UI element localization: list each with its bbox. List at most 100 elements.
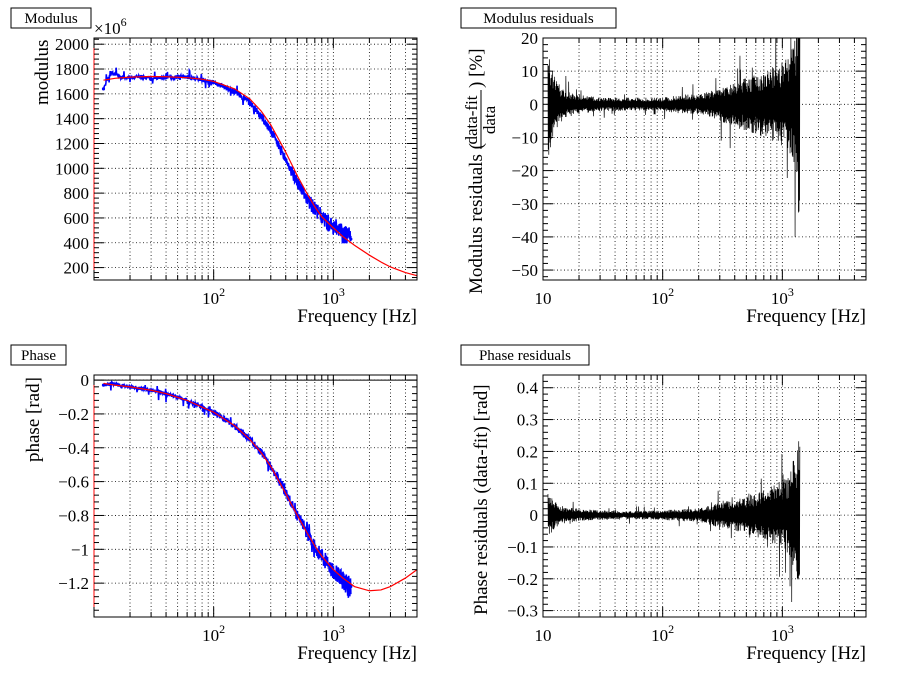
y-tick-label: −10 — [511, 128, 538, 147]
x-axis-label: Frequency [Hz] — [297, 643, 417, 664]
x-tick-label: 102 — [202, 622, 225, 645]
y-tick-label: 20 — [521, 29, 538, 48]
phase-data-point — [345, 583, 349, 587]
x-tick-label-base: 10 — [771, 626, 788, 645]
x-tick-label: 103 — [322, 622, 345, 645]
phase-data-point — [341, 579, 345, 584]
y-axis-label-denominator: data — [480, 105, 499, 134]
y-tick-label: 800 — [64, 184, 90, 203]
modulus-data-point — [345, 234, 349, 239]
y-tick-label: −0.8 — [58, 506, 89, 525]
y-tick-label: −0.1 — [507, 538, 538, 557]
y-tick-label: 0 — [81, 371, 90, 390]
phase-residuals-residual-series — [547, 441, 801, 602]
x-tick-label-exp: 3 — [788, 622, 794, 636]
y-axis-label-numerator: data-fit — [462, 95, 481, 144]
plot-area — [543, 375, 866, 617]
modulus-data-point — [259, 114, 263, 118]
x-tick-label-base: 10 — [202, 626, 219, 645]
y-tick-label: −40 — [511, 228, 538, 247]
x-ticks — [93, 375, 418, 617]
y-tick-label: 0.2 — [517, 442, 538, 461]
x-tick-label: 102 — [651, 285, 674, 308]
grid — [94, 38, 417, 280]
x-ticks — [542, 38, 867, 280]
modulus-data-point — [113, 72, 117, 76]
y-tick-label: 0 — [530, 95, 539, 114]
y-tick-label: −0.2 — [58, 405, 89, 424]
y-ticks — [94, 379, 417, 618]
x-tick-label-base: 10 — [771, 289, 788, 308]
y-tick-label: −0.4 — [58, 439, 89, 458]
y-axis-multiplier: ×106 — [94, 15, 127, 38]
chart-title: Phase — [21, 348, 56, 364]
y-tick-label: 10 — [521, 62, 538, 81]
modulus-data-point — [349, 237, 353, 241]
chart-title: Modulus — [24, 11, 78, 27]
x-tick-label-base: 10 — [651, 626, 668, 645]
x-tick-label-exp: 3 — [339, 285, 345, 299]
chart-title-box — [10, 344, 67, 366]
x-tick-label: 10 — [535, 626, 552, 645]
x-tick-label-exp: 2 — [219, 285, 225, 299]
chart-title-box — [460, 7, 617, 29]
phase-residuals-chart: −0.3−0.2−0.100.10.20.30.410 102 103Frequen… — [460, 344, 867, 664]
x-tick-label-exp: 2 — [219, 622, 225, 636]
x-tick-label-exp: 3 — [788, 285, 794, 299]
plot-area — [94, 375, 417, 617]
chart-title: Modulus residuals — [483, 11, 594, 27]
y-tick-label: −0.6 — [58, 473, 89, 492]
x-tick-label-base: 10 — [651, 289, 668, 308]
y-tick-label: 400 — [64, 234, 90, 253]
modulus-data-point — [305, 196, 309, 200]
x-ticks — [93, 38, 418, 280]
y-tick-label: 0.4 — [517, 379, 539, 398]
modulus-data-point — [277, 144, 281, 148]
x-tick-label-exp: 2 — [668, 285, 674, 299]
y-ticks — [94, 38, 417, 279]
phase-data-point — [336, 574, 340, 578]
y-axis-label: Modulus residuals (data-fit data ) [%] — [462, 48, 499, 294]
chart-title: Phase residuals — [479, 348, 571, 364]
x-tick-label-base: 10 — [535, 626, 552, 645]
y-tick-label: 200 — [64, 259, 90, 278]
modulus-data-point — [341, 232, 345, 236]
y-tick-label: 1600 — [55, 85, 89, 104]
y-tick-label: 2000 — [55, 35, 89, 54]
modulus-data-point — [109, 71, 114, 75]
modulus-data-point — [290, 170, 294, 174]
x-tick-label: 103 — [322, 285, 345, 308]
y-tick-label: −0.2 — [507, 570, 538, 589]
x-tick-label-exp: 2 — [668, 622, 674, 636]
y-tick-label: 1400 — [55, 110, 89, 129]
y-axis-multiplier-exp: 6 — [121, 15, 127, 29]
chart-title-box — [10, 7, 92, 29]
x-tick-label: 102 — [651, 622, 674, 645]
y-tick-label: 1800 — [55, 60, 89, 79]
x-tick-label-base: 10 — [202, 289, 219, 308]
modulus-residuals-residual-series — [547, 37, 801, 237]
x-tick-label: 102 — [202, 285, 225, 308]
y-tick-label: −20 — [511, 162, 538, 181]
y-axis-label: Phase residuals (data-fit) [rad] — [471, 384, 492, 615]
y-ticks — [543, 37, 866, 278]
plot-area — [543, 38, 866, 280]
y-tick-label: 600 — [64, 209, 90, 228]
x-tick-label: 10 — [535, 289, 552, 308]
y-tick-label: 1000 — [55, 159, 89, 178]
x-tick-label-base: 10 — [322, 289, 339, 308]
chart-title-box — [460, 344, 590, 366]
phase-data-point — [349, 584, 353, 589]
y-axis-multiplier-base: ×10 — [94, 19, 121, 38]
y-axis-label: modulus — [32, 40, 53, 105]
modulus-data-point — [248, 100, 252, 105]
y-axis-label-right: ) [%] — [466, 48, 487, 88]
y-tick-label: −50 — [511, 261, 538, 280]
x-ticks — [542, 375, 867, 617]
modulus-fit-curve — [103, 75, 418, 277]
y-axis-label-left: Modulus residuals ( — [466, 143, 487, 294]
